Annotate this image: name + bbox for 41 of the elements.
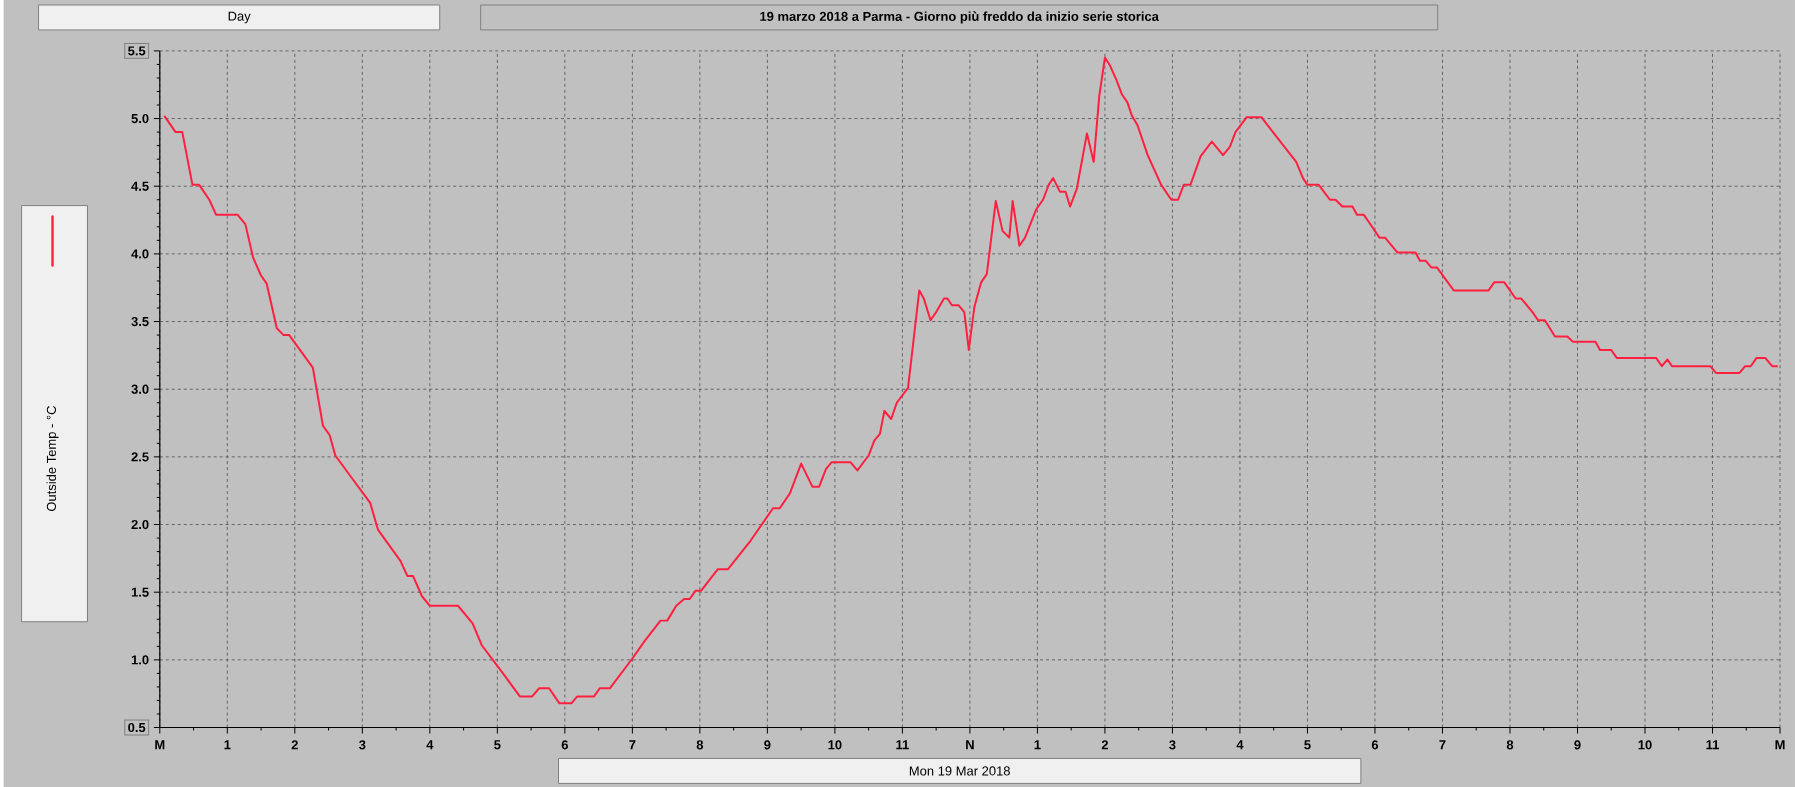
x-tick-label: 6: [1371, 740, 1379, 750]
x-tick-label: M: [155, 740, 165, 749]
x-tick-label: 6: [561, 740, 568, 750]
x-tick-label: 2: [291, 740, 298, 750]
x-tick-label: 1: [1034, 740, 1041, 749]
x-tick-label: 10: [1638, 740, 1652, 750]
x-tick-label: 3: [359, 740, 366, 750]
x-tick-label: 7: [1439, 740, 1446, 749]
x-tick-label: 11: [896, 740, 909, 749]
x-tick-label: N: [966, 740, 974, 749]
x-tick-label: 9: [1574, 740, 1581, 750]
y-tick-label: 5.0: [131, 113, 149, 123]
y-tick-label: 2.5: [131, 452, 149, 462]
x-tick-label: 8: [696, 740, 704, 750]
y-tick-label: 0.5: [128, 722, 146, 732]
x-tick-label: 5: [494, 740, 501, 750]
y-tick-label: 4.5: [131, 181, 149, 191]
x-tick-label: 11: [1706, 740, 1720, 749]
x-tick-label: 3: [1169, 740, 1176, 750]
y-tick-label: 3.5: [131, 316, 149, 326]
y-tick-label: 4.0: [131, 249, 149, 259]
chart-title: 19 marzo 2018 a Parma - Giorno più freddo da inizio serie storica: [760, 11, 1159, 24]
x-tick-label: 10: [828, 740, 842, 750]
x-tick-label: 1: [224, 740, 231, 749]
x-tick-label: 4: [426, 740, 434, 749]
text: Outside Temp - °C: [46, 405, 59, 511]
y-tick-label: 3.0: [131, 384, 149, 394]
x-tick-label: 2: [1101, 740, 1109, 750]
y-tick-label: 1.5: [131, 587, 149, 597]
y-tick-label: 5.5: [128, 46, 146, 56]
x-axis-title: Mon 19 Mar 2018: [909, 766, 1010, 776]
x-tick-label: 7: [629, 740, 636, 749]
x-tick-label: 4: [1236, 740, 1244, 749]
x-tick-label: 5: [1304, 740, 1311, 750]
line-series: [163, 56, 1779, 704]
x-tick-label: 9: [764, 740, 771, 750]
y-tick-label: 2.0: [131, 519, 149, 529]
x-tick-label: M: [1775, 740, 1785, 749]
y-tick-label: 1.0: [131, 655, 149, 665]
text: Day: [228, 11, 251, 24]
x-tick-label: 8: [1506, 740, 1514, 750]
